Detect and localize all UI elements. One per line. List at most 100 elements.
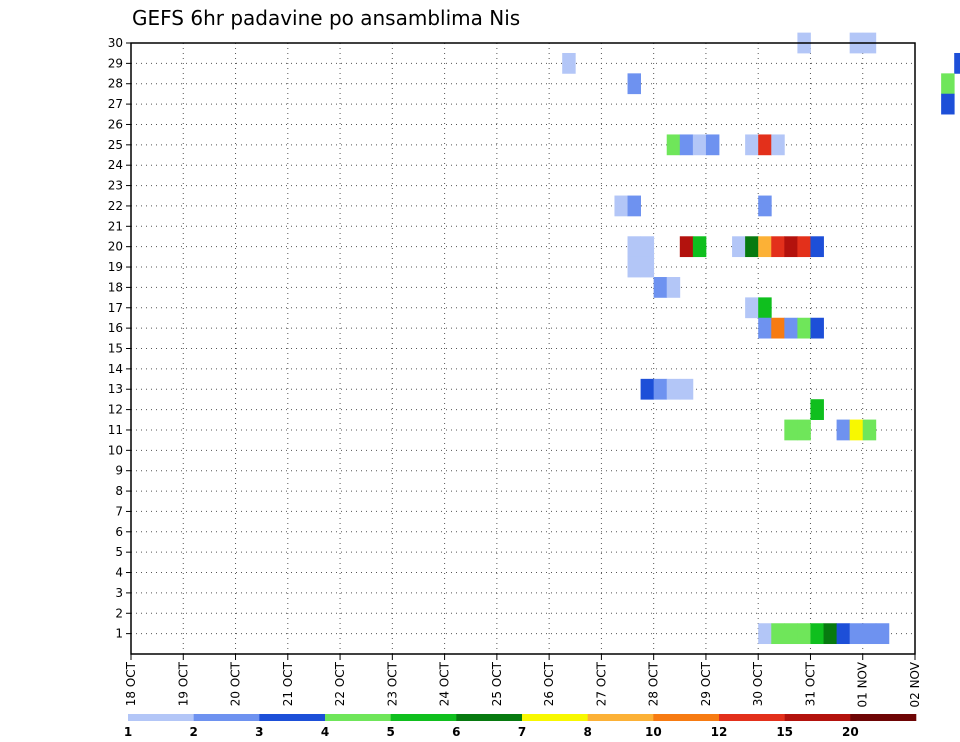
heat-cell (941, 93, 955, 115)
x-tick-label: 26 OCT (542, 661, 556, 706)
heat-cell (627, 256, 641, 278)
heat-cell (810, 623, 824, 645)
x-tick-label: 20 OCT (229, 661, 243, 706)
heat-cell (732, 236, 746, 258)
heat-cell (627, 195, 641, 217)
heat-cell (810, 236, 824, 258)
colorbar-label: 10 (645, 725, 662, 739)
y-tick-label: 24 (108, 158, 123, 172)
x-tick-label: 21 OCT (281, 661, 295, 706)
y-tick-label: 5 (115, 545, 123, 559)
heat-cell (797, 236, 811, 258)
y-tick-label: 10 (108, 443, 123, 457)
heat-cell (941, 73, 955, 95)
y-tick-label: 2 (115, 606, 123, 620)
heat-cell (758, 134, 772, 156)
colorbar-swatch (325, 714, 391, 721)
y-tick-label: 22 (108, 199, 123, 213)
heat-cell (666, 277, 681, 298)
y-tick-label: 4 (115, 566, 123, 580)
heat-cell (745, 297, 759, 319)
x-tick-label: 25 OCT (490, 661, 504, 706)
heat-cell (849, 623, 864, 645)
heat-cell (784, 623, 798, 645)
y-tick-label: 29 (108, 56, 123, 70)
heat-cell (784, 419, 798, 441)
y-tick-label: 18 (108, 280, 123, 294)
colorbar-swatch (653, 714, 720, 721)
y-tick-label: 14 (108, 362, 123, 376)
y-tick-label: 30 (108, 36, 123, 50)
grid (130, 42, 916, 654)
colorbar-label: 15 (776, 725, 793, 739)
x-tick-label: 22 OCT (333, 661, 347, 706)
heat-cell (692, 134, 707, 156)
colorbar-swatch (259, 714, 326, 721)
y-tick-label: 13 (108, 382, 123, 396)
y-tick-label: 25 (108, 138, 123, 152)
x-tick-label: 02 NOV (908, 661, 922, 707)
data-cells (562, 32, 960, 645)
x-tick-label: 19 OCT (176, 661, 190, 706)
y-tick-label: 12 (108, 403, 123, 417)
heat-cell (627, 236, 641, 258)
x-tick-label: 01 NOV (856, 661, 870, 707)
y-tick-label: 23 (108, 179, 123, 193)
colorbar-swatch (522, 714, 588, 721)
heat-cell (862, 623, 877, 645)
x-tick-label: 28 OCT (647, 661, 661, 706)
heat-cell (849, 419, 864, 441)
colorbar-swatch (128, 714, 194, 721)
x-tick-label: 27 OCT (594, 661, 608, 706)
heat-cell (758, 623, 772, 645)
colorbar-swatch (390, 714, 457, 721)
heat-cell (692, 236, 707, 258)
heat-cell (797, 623, 811, 645)
y-tick-label: 26 (108, 117, 123, 131)
y-tick-label: 19 (108, 260, 123, 274)
heat-cell (797, 317, 811, 339)
y-tick-label: 17 (108, 301, 123, 315)
y-tick-label: 15 (108, 342, 123, 356)
colorbar-label: 2 (189, 725, 197, 739)
x-tick-label: 30 OCT (751, 661, 765, 706)
x-tick-label: 29 OCT (699, 661, 713, 706)
y-tick-label: 11 (108, 423, 123, 437)
heat-cell (679, 134, 694, 156)
y-tick-label: 20 (108, 240, 123, 254)
heat-cell (679, 378, 694, 400)
heat-cell (823, 623, 837, 645)
y-tick-label: 16 (108, 321, 123, 335)
heat-cell (784, 317, 798, 339)
heat-cell (562, 52, 576, 74)
heat-cell (614, 195, 628, 217)
heat-cell (653, 378, 668, 400)
colorbar-swatch (784, 714, 851, 721)
heat-cell (666, 378, 681, 400)
colorbar-label: 5 (386, 725, 394, 739)
x-tick-label: 23 OCT (385, 661, 399, 706)
x-tick-label: 18 OCT (124, 661, 138, 706)
heat-cell (705, 134, 720, 156)
heat-cell (640, 378, 655, 400)
colorbar-label: 8 (583, 725, 591, 739)
colorbar-label: 12 (711, 725, 728, 739)
colorbar-label: 6 (452, 725, 460, 739)
x-tick-label: 24 OCT (438, 661, 452, 706)
heat-cell (640, 256, 655, 278)
plot-frame (130, 42, 916, 655)
colorbar-label: 4 (321, 725, 329, 739)
heat-cell (745, 134, 759, 156)
heat-cell (810, 399, 824, 420)
colorbar-swatch (193, 714, 260, 721)
heat-cell (758, 297, 772, 319)
heat-cell (771, 134, 785, 156)
heat-cell (745, 236, 759, 258)
colorbar: 1 2 3 4 5 6 7 8 10 12 15 20 (124, 714, 917, 739)
heat-cell (771, 236, 785, 258)
y-tick-label: 21 (108, 219, 123, 233)
heat-cell (666, 134, 681, 156)
y-tick-label: 28 (108, 77, 123, 91)
y-tick-label: 27 (108, 97, 123, 111)
y-tick-label: 9 (115, 464, 123, 478)
